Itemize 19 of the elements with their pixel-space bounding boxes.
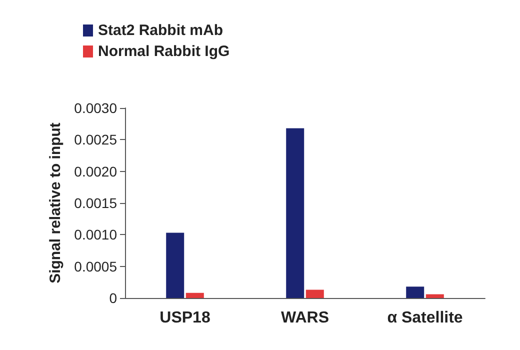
y-tick-label: 0.0005 — [74, 258, 118, 274]
bar — [406, 286, 424, 298]
legend-label: Stat2 Rabbit mAb — [98, 22, 224, 39]
bar — [166, 232, 184, 298]
y-axis-title: Signal relative to input — [47, 122, 64, 284]
y-tick-label: 0 — [109, 290, 118, 306]
y-tick-label: 0.0025 — [74, 132, 118, 148]
bar — [186, 292, 204, 298]
x-tick-label: WARS — [281, 310, 330, 326]
y-tick-label: 0.0010 — [74, 226, 118, 243]
legend-label: Normal Rabbit IgG — [98, 43, 230, 60]
y-tick-label: 0.0015 — [74, 195, 118, 211]
y-tick-label: 0.0030 — [74, 100, 118, 116]
x-tick-label: α Satellite — [387, 310, 463, 326]
bar — [426, 294, 444, 298]
y-tick-label: 0.0020 — [74, 163, 118, 180]
bar — [306, 290, 324, 298]
bar — [286, 128, 304, 298]
x-tick-label: USP18 — [160, 310, 210, 326]
